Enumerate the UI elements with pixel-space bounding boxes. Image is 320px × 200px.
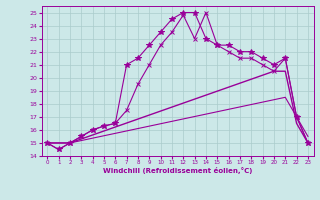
X-axis label: Windchill (Refroidissement éolien,°C): Windchill (Refroidissement éolien,°C) (103, 167, 252, 174)
